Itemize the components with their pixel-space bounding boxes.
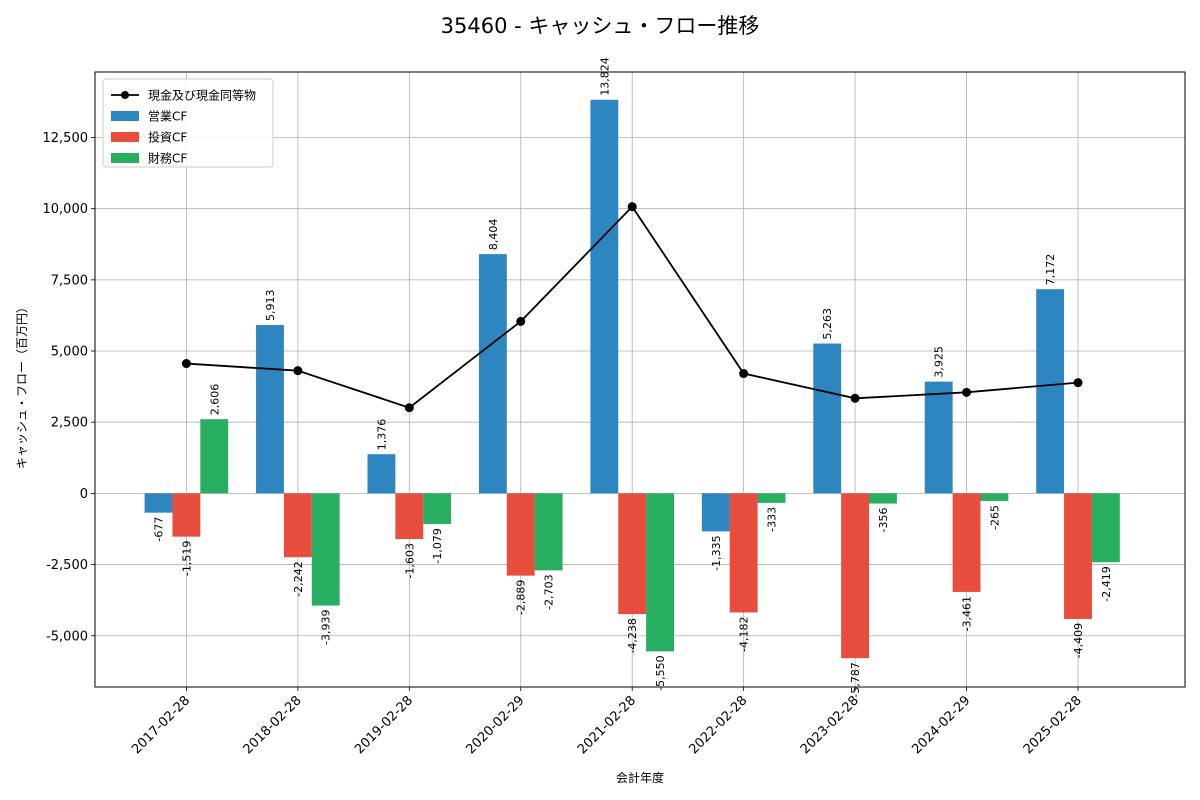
- legend-label: 営業CF: [148, 110, 187, 124]
- bar-value-label: -5,550: [654, 655, 667, 690]
- bar-value-label: -265: [988, 505, 1001, 530]
- cash-point: [1073, 378, 1083, 388]
- bar-value-label: -1,603: [403, 543, 416, 578]
- x-tick-label: 2025-02-28: [1021, 693, 1085, 757]
- plot-frame: [94, 71, 1186, 688]
- bar-investing: [729, 493, 758, 613]
- y-tick-label: 2,500: [51, 416, 88, 431]
- bar-operating: [1036, 289, 1065, 494]
- x-tick-label: 2020-02-29: [464, 693, 528, 757]
- cash-point: [516, 316, 526, 326]
- bar-value-label: -2,242: [292, 561, 305, 596]
- bar-financing: [534, 493, 563, 571]
- bar-value-label: -2,889: [515, 580, 528, 615]
- legend-label: 財務CF: [148, 151, 187, 166]
- data-labels-layer: -677 5,913 1,376 8,404 13,824 -1,335 5,263 3,92…: [153, 57, 1113, 697]
- bar-financing: [757, 493, 786, 503]
- bar-value-label: 3,925: [933, 346, 946, 378]
- y-tick-label: 10,000: [43, 202, 89, 217]
- legend-bar-swatch: [111, 132, 139, 142]
- bar-investing: [283, 493, 312, 558]
- x-tick-label: 2021-02-28: [575, 693, 639, 757]
- bar-investing: [841, 493, 870, 659]
- bar-financing: [423, 493, 452, 525]
- bar-value-label: -1,079: [431, 528, 444, 563]
- line-layer: [181, 202, 1083, 413]
- bar-financing: [311, 493, 340, 606]
- bar-value-label: 7,172: [1044, 254, 1057, 286]
- bar-investing: [172, 493, 201, 537]
- bar-operating: [478, 254, 507, 494]
- bar-value-label: -356: [877, 508, 890, 533]
- legend-label: 現金及び現金同等物: [148, 88, 256, 103]
- y-tick-label: 12,500: [43, 131, 89, 146]
- bar-investing: [618, 493, 647, 615]
- legend-bar-swatch: [111, 153, 139, 163]
- cash-point: [404, 403, 414, 413]
- cash-point: [293, 366, 303, 376]
- y-tick-label: 7,500: [51, 273, 88, 288]
- bar-value-label: -4,409: [1072, 623, 1085, 658]
- bars-layer: [144, 99, 1120, 659]
- bar-value-label: -5,787: [849, 662, 862, 697]
- bar-operating: [924, 381, 953, 494]
- bar-value-label: -677: [153, 517, 166, 542]
- bar-financing: [1091, 493, 1120, 563]
- bar-investing: [1064, 493, 1092, 619]
- bar-value-label: 5,913: [264, 290, 277, 322]
- bar-value-label: 2,606: [208, 384, 221, 416]
- bar-value-label: -1,335: [710, 535, 723, 570]
- bar-value-label: 13,824: [598, 57, 611, 96]
- bar-operating: [144, 493, 173, 513]
- bar-investing: [395, 493, 424, 540]
- y-tick-label: 0: [80, 487, 88, 502]
- bar-financing: [200, 419, 229, 494]
- legend-box: [102, 78, 274, 168]
- x-tick-label: 2023-02-28: [798, 693, 862, 757]
- bar-value-label: 8,404: [487, 219, 500, 251]
- x-tick-label: 2024-02-29: [909, 693, 973, 757]
- bar-operating: [701, 493, 730, 532]
- bar-value-label: -3,461: [961, 596, 974, 631]
- bar-financing: [980, 493, 1009, 501]
- bar-value-label: -4,238: [626, 618, 639, 653]
- x-tick-label: 2022-02-28: [686, 693, 750, 757]
- bar-operating: [256, 325, 284, 494]
- bar-value-label: -2,703: [543, 574, 556, 609]
- x-axis-title: 会計年度: [616, 770, 664, 785]
- cash-point: [962, 387, 972, 397]
- bar-value-label: -333: [766, 507, 779, 532]
- y-tick-label: 5,000: [51, 345, 88, 360]
- bar-value-label: -2,419: [1100, 566, 1113, 601]
- bar-value-label: 5,263: [821, 308, 834, 340]
- y-tick-label: -2,500: [46, 558, 88, 573]
- bar-investing: [952, 493, 981, 592]
- x-tick-label: 2018-02-28: [241, 693, 305, 757]
- bar-operating: [590, 99, 619, 494]
- bar-investing: [506, 493, 535, 576]
- bar-value-label: 1,376: [375, 419, 388, 451]
- bar-financing: [869, 493, 897, 504]
- legend-label: 投資CF: [148, 130, 187, 145]
- bar-operating: [367, 454, 396, 494]
- bar-value-label: -4,182: [738, 616, 751, 651]
- legend-bar-swatch: [111, 111, 139, 121]
- bar-financing: [646, 493, 674, 652]
- bar-value-label: -1,519: [180, 541, 193, 576]
- y-tick-label: -5,000: [46, 629, 88, 644]
- x-tick-label: 2019-02-28: [352, 693, 416, 757]
- cash-point: [850, 393, 860, 403]
- cash-point: [739, 369, 749, 379]
- cash-point: [181, 359, 191, 369]
- chart-title: 35460 - キャッシュ・フロー推移: [441, 14, 760, 38]
- bar-value-label: -3,939: [320, 610, 333, 645]
- cash-point: [627, 202, 637, 212]
- bar-operating: [813, 343, 842, 494]
- y-axis-title: キャッシュ・フロー（百万円）: [15, 301, 29, 469]
- x-tick-label: 2017-02-28: [129, 693, 193, 757]
- legend-marker: [121, 91, 129, 99]
